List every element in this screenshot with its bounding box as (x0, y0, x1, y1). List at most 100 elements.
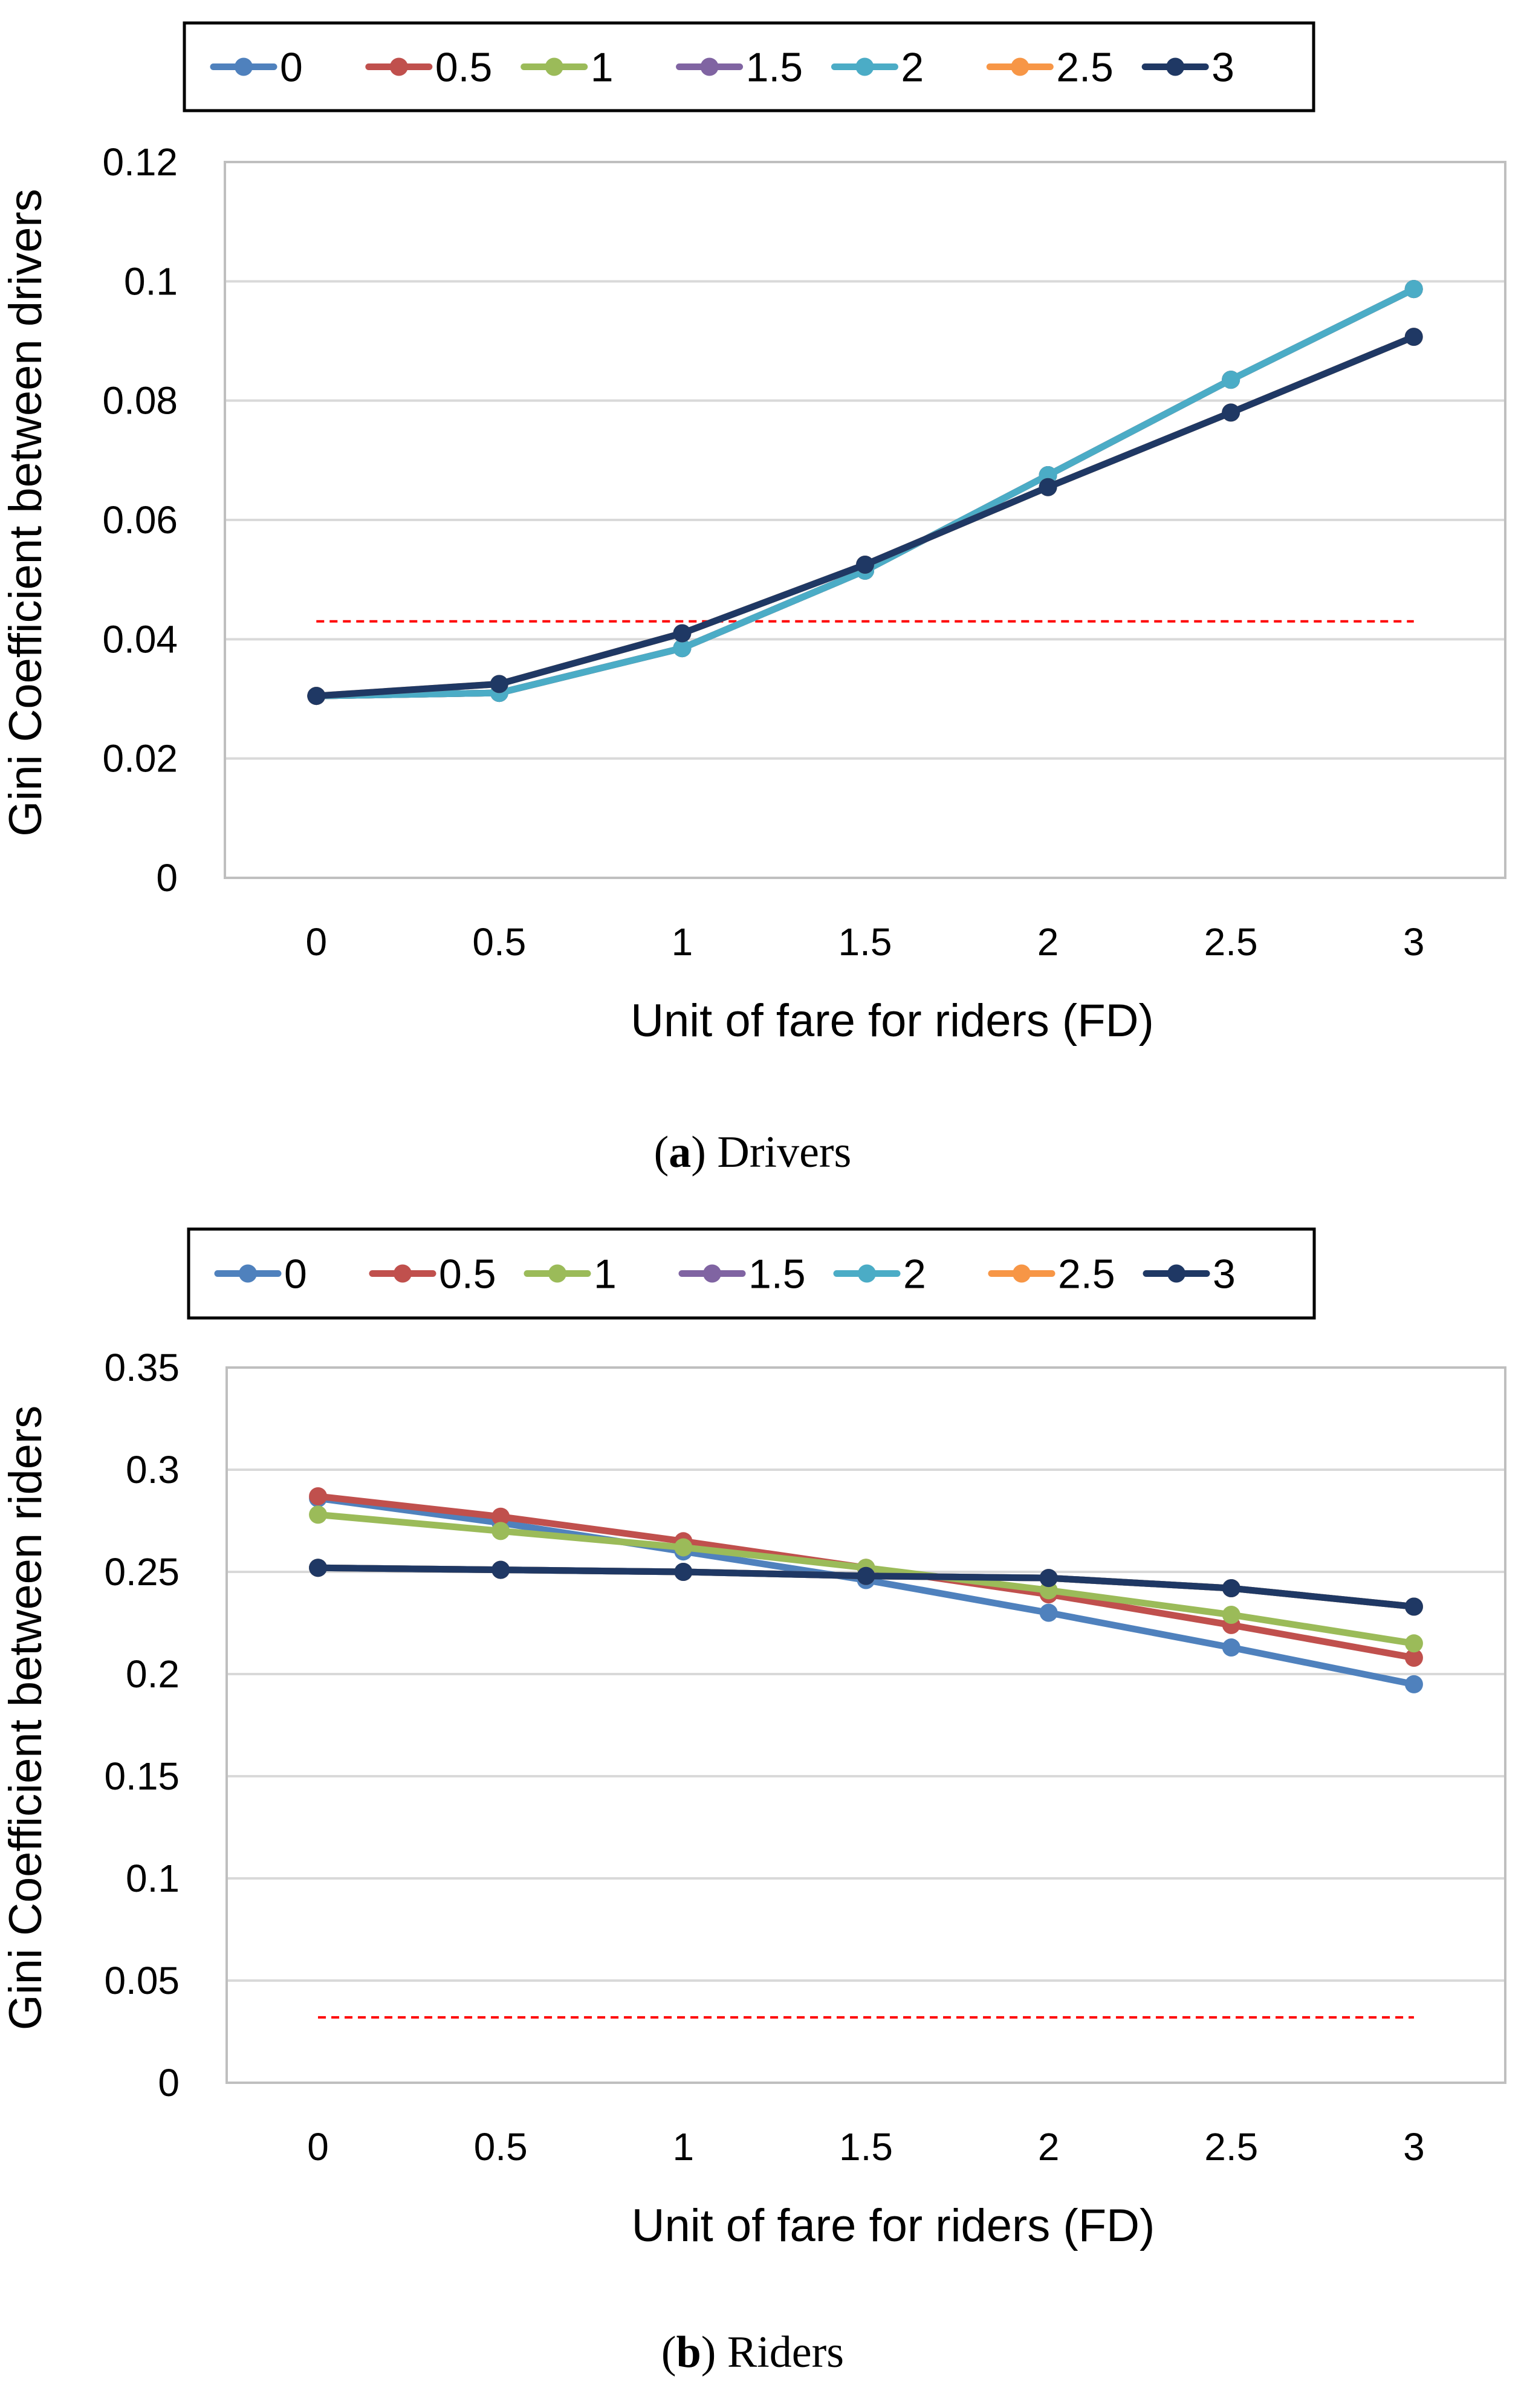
riders-legend-swatch-marker (858, 1264, 876, 1283)
riders-data-point (674, 1538, 693, 1557)
drivers-data-point (856, 556, 874, 574)
drivers-y-tick-label: 0.1 (124, 259, 178, 303)
riders-legend-label: 2.5 (1058, 1251, 1115, 1297)
drivers-legend-label: 3 (1211, 45, 1234, 91)
drivers-series-line (313, 285, 1418, 699)
drivers-legend-item: 0.5 (365, 45, 492, 91)
riders-data-point (857, 1566, 875, 1585)
riders-x-tick-label: 1 (673, 2125, 695, 2169)
riders-legend-label: 1 (594, 1251, 617, 1297)
riders-data-point (309, 1559, 328, 1577)
riders-data-point (1404, 1675, 1423, 1693)
drivers-legend-item: 2 (831, 45, 924, 91)
riders-legend-label: 3 (1213, 1251, 1236, 1297)
riders-y-tick-label: 0.2 (126, 1652, 180, 1696)
drivers-series-1 (307, 280, 1423, 706)
riders-y-tick-label: 0 (158, 2061, 180, 2105)
riders-x-tick-label: 2.5 (1204, 2125, 1258, 2169)
riders-data-point (1404, 1597, 1423, 1616)
drivers-legend-item: 3 (1141, 45, 1234, 91)
drivers-x-tick-label: 0.5 (472, 920, 526, 964)
riders-y-tick-label: 0.25 (104, 1550, 180, 1594)
riders-caption: (b) Riders (661, 2328, 844, 2377)
riders-legend-item: 3 (1143, 1251, 1236, 1297)
riders-legend-swatch-marker (548, 1264, 566, 1283)
drivers-y-tick-label: 0.02 (102, 737, 178, 780)
riders-data-point (1404, 1648, 1423, 1667)
drivers-series-line (313, 285, 1418, 699)
riders-y-axis-title: Gini Coefficient between riders (0, 1406, 51, 2031)
drivers-y-tick-label: 0 (156, 856, 178, 900)
drivers-series-line (313, 333, 1418, 699)
drivers-y-tick-label: 0.08 (102, 379, 178, 423)
drivers-legend-item: 0 (210, 45, 303, 91)
drivers-legend-swatch-marker (700, 57, 719, 76)
drivers-legend-swatch-marker (1166, 57, 1185, 76)
drivers-data-point (673, 639, 692, 658)
riders-x-tick-label: 1.5 (839, 2125, 893, 2169)
drivers-legend-swatch-marker (545, 57, 563, 76)
drivers-data-point (1039, 478, 1057, 496)
drivers-data-point (307, 687, 326, 706)
drivers-x-tick-label: 2 (1037, 920, 1059, 964)
riders-legend-item: 0 (214, 1251, 307, 1297)
drivers-data-point (673, 624, 692, 643)
drivers-x-axis-title: Unit of fare for riders (FD) (631, 995, 1154, 1047)
drivers-y-tick-label: 0.06 (102, 498, 178, 542)
riders-legend-label: 0 (284, 1251, 307, 1297)
riders-legend-item: 2 (833, 1251, 926, 1297)
riders-chart: 0 0.05 0.1 0.15 0.2 0.25 0.3 0.35 0 0.5 1 1.5 2 2.5 3 U… (0, 1346, 1506, 2251)
riders-plot-area (225, 1366, 1506, 2084)
riders-data-point (1404, 1634, 1423, 1653)
riders-legend: 0 0.5 1 1.5 2 2.5 3 (187, 1227, 1316, 1320)
riders-legend-item: 0.5 (369, 1251, 496, 1297)
riders-legend-item: 1 (524, 1251, 617, 1297)
riders-x-tick-label: 0.5 (474, 2125, 528, 2169)
riders-data-point (1222, 1579, 1240, 1598)
riders-y-tick-label: 0.35 (104, 1346, 180, 1389)
riders-series-3 (309, 1559, 1423, 1616)
drivers-data-point (1404, 280, 1423, 299)
riders-data-point (1222, 1638, 1240, 1657)
drivers-series-1.5 (307, 280, 1423, 706)
riders-y-tick-label: 0.15 (104, 1754, 180, 1798)
drivers-data-point (1222, 403, 1240, 422)
drivers-data-point (490, 675, 508, 693)
drivers-y-axis-title: Gini Coefficient between drivers (0, 189, 51, 837)
riders-legend-label: 2 (903, 1251, 926, 1297)
riders-data-point (1039, 1569, 1058, 1588)
drivers-legend-item: 2.5 (986, 45, 1114, 91)
riders-legend-swatch-marker (1013, 1264, 1031, 1283)
drivers-legend-label: 1.5 (746, 45, 803, 91)
drivers-x-tick-label: 0 (305, 920, 327, 964)
riders-legend-label: 0.5 (439, 1251, 496, 1297)
riders-x-axis-title: Unit of fare for riders (FD) (632, 2200, 1155, 2251)
drivers-legend-label: 0 (280, 45, 303, 91)
riders-x-tick-label: 2 (1038, 2125, 1060, 2169)
drivers-legend-item: 1 (520, 45, 614, 91)
riders-legend-item: 1.5 (678, 1251, 806, 1297)
riders-data-point (1222, 1605, 1240, 1624)
drivers-legend-label: 2 (901, 45, 924, 91)
riders-data-point (491, 1560, 510, 1579)
drivers-legend-label: 1 (591, 45, 614, 91)
drivers-data-point (1222, 371, 1240, 389)
drivers-series-2.5 (307, 328, 1423, 706)
drivers-x-tick-label: 1.5 (838, 920, 892, 964)
drivers-series-2 (307, 280, 1423, 706)
drivers-series-3 (307, 328, 1423, 706)
drivers-series-line (313, 333, 1418, 699)
riders-legend-swatch-marker (1167, 1264, 1185, 1283)
drivers-y-tick-label: 0.04 (102, 617, 178, 661)
drivers-series-line (313, 285, 1418, 699)
drivers-data-point (1404, 328, 1423, 346)
drivers-series-0 (307, 280, 1423, 706)
drivers-legend-swatch-marker (235, 57, 253, 76)
drivers-plot-area (224, 161, 1506, 879)
riders-legend-item: 2.5 (988, 1251, 1115, 1297)
riders-y-tick-label: 0.1 (126, 1857, 180, 1900)
drivers-legend: 0 0.5 1 1.5 2 2.5 3 (183, 21, 1315, 112)
riders-data-point (309, 1505, 328, 1524)
drivers-legend-swatch-marker (389, 57, 408, 76)
drivers-y-tick-label: 0.12 (102, 140, 178, 184)
